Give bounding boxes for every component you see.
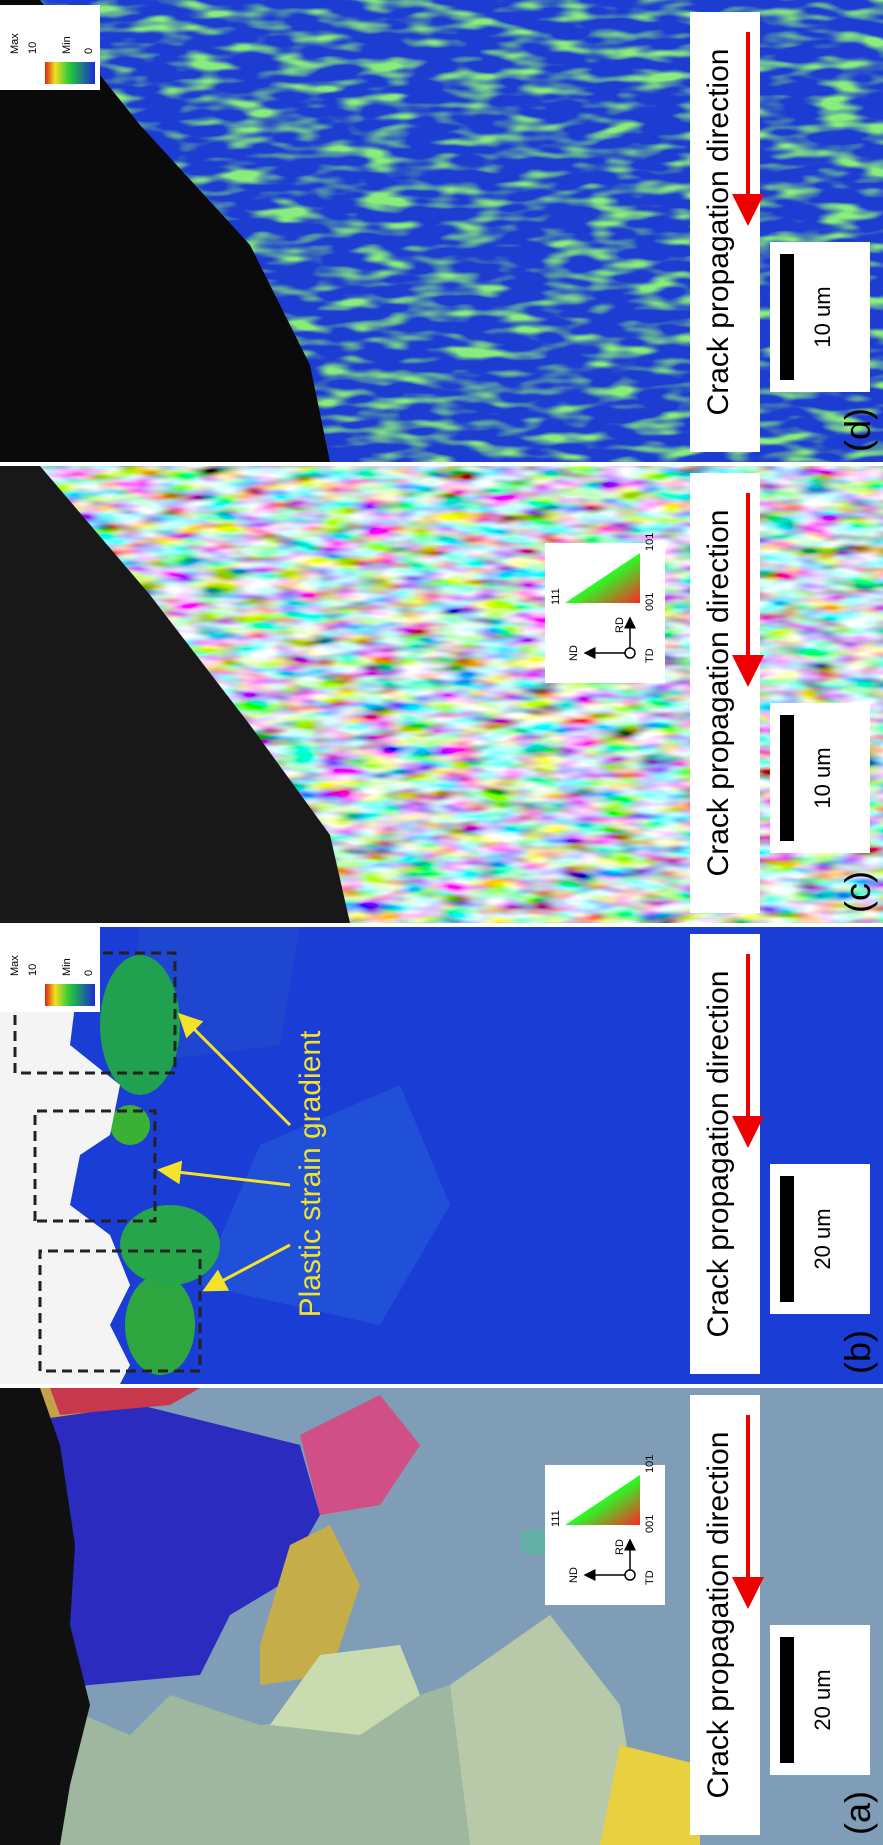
annotation: Plastic strain gradient — [294, 1030, 327, 1317]
colorbar-max: Max — [9, 33, 21, 54]
axis-label: ND — [568, 1567, 580, 1583]
scale-bar — [780, 1176, 794, 1302]
scale-bar-label: 20 um — [810, 1208, 835, 1269]
colorbar-max-value: 10 — [27, 42, 39, 54]
colorbar-max: Max — [9, 955, 21, 976]
scale-bar — [780, 715, 794, 841]
page: {"panels": [ {"label": "(a)", "scale_bar… — [0, 0, 883, 1845]
panel-label: (a) — [837, 1791, 878, 1835]
scale-bar-label: 10 um — [810, 747, 835, 808]
pole-label: 001 — [644, 593, 656, 611]
pole-label: 111 — [550, 588, 562, 605]
scale-bar-label: 10 um — [810, 286, 835, 347]
pole-label: 101 — [644, 1455, 656, 1473]
panel-label: (c) — [837, 871, 878, 913]
scale-bar-label: 20 um — [810, 1669, 835, 1730]
colorbar — [45, 984, 95, 1006]
axis-label: TD — [644, 1570, 656, 1585]
caption: Crack propagation direction — [702, 510, 735, 877]
axis-label: TD — [644, 648, 656, 663]
axis-label: ND — [568, 645, 580, 661]
figure: (a) 20 um Crack propagation direction 001 10… — [0, 0, 883, 1845]
colorbar-min-value: 0 — [83, 970, 95, 976]
colorbar-min-value: 0 — [83, 48, 95, 54]
colorbar — [45, 62, 95, 84]
colorbar-max-value: 10 — [27, 964, 39, 976]
figure-svg: (a) 20 um Crack propagation direction 001 10… — [0, 0, 883, 1845]
panel-label: (d) — [837, 408, 878, 452]
colorbar-min: Min — [61, 36, 73, 54]
colorbar-min: Min — [61, 958, 73, 976]
caption: Crack propagation direction — [702, 1432, 735, 1799]
pole-label: 111 — [550, 1510, 562, 1527]
axis-label: RD — [614, 617, 626, 633]
caption: Crack propagation direction — [702, 971, 735, 1338]
scale-bar — [780, 1637, 794, 1763]
axis-label: RD — [614, 1539, 626, 1555]
panel-label: (b) — [837, 1330, 878, 1374]
scale-bar — [780, 254, 794, 380]
pole-label: 001 — [644, 1515, 656, 1533]
pole-label: 101 — [644, 533, 656, 551]
caption: Crack propagation direction — [702, 49, 735, 416]
